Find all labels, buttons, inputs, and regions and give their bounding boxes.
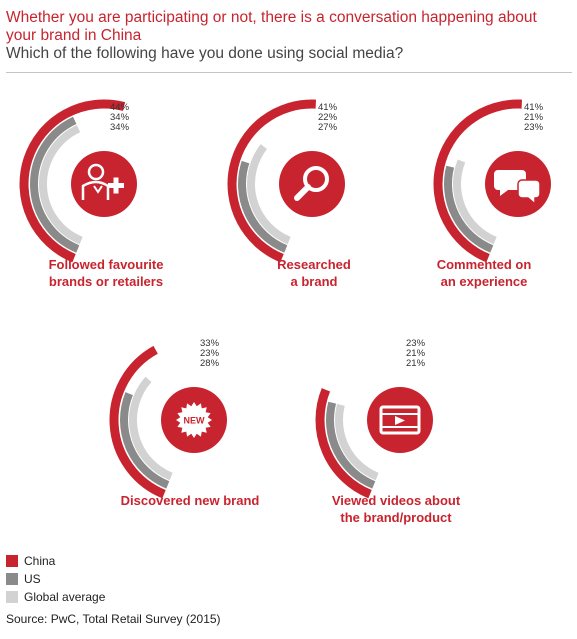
bar-global-average xyxy=(247,144,291,245)
panel-label: Discovered new brand xyxy=(120,493,260,508)
bar-china xyxy=(109,345,166,499)
value-label-us: 21% xyxy=(524,112,544,123)
radial-bars: 33%23%28% NEW xyxy=(109,338,227,499)
legend: China US Global average xyxy=(6,552,105,606)
video-player-icon xyxy=(367,387,433,453)
value-label-global-average: 23% xyxy=(524,122,544,133)
value-label-china: 23% xyxy=(406,338,426,349)
legend-label: China xyxy=(24,554,56,568)
radial-bars: 41%21%23% xyxy=(433,99,551,263)
bar-china xyxy=(227,99,317,263)
panel-researched-brand: 41% 22% 27% Researched a brand xyxy=(224,99,404,310)
bar-global-average xyxy=(335,403,379,481)
value-label-us: 21% xyxy=(406,348,426,359)
bar-global-average xyxy=(129,376,173,481)
value-label-global-average: 28% xyxy=(200,358,220,369)
value-label-us: 22% xyxy=(318,112,338,123)
legend-item-china: China xyxy=(6,552,105,570)
value-label-china: 41% xyxy=(318,102,338,113)
source-note: Source: PwC, Total Retail Survey (2015) xyxy=(6,612,221,626)
chart-title: Whether you are participating or not, th… xyxy=(6,9,537,44)
panel-commented-experience: 41% 21% 23% Commented on an experience xyxy=(430,99,577,310)
radial-bars: 41%22%27% xyxy=(227,99,345,263)
panel-discovered-new-brand: 33% 23% 28% NEW Discovered new brand xyxy=(106,336,286,546)
bar-china xyxy=(433,99,523,263)
value-label-china: 44% xyxy=(110,102,130,113)
bar-china xyxy=(315,388,372,499)
legend-swatch xyxy=(6,573,18,585)
value-label-global-average: 21% xyxy=(406,358,426,369)
panel-label: Viewed videos about the brand/product xyxy=(331,493,461,525)
value-label-global-average: 34% xyxy=(110,122,130,133)
panel-label: Followed favourite brands or retailers xyxy=(48,257,164,289)
panel-label: Commented on an experience xyxy=(436,257,532,289)
legend-item-global: Global average xyxy=(6,588,105,606)
speech-bubbles-icon xyxy=(485,151,551,217)
value-label-us: 23% xyxy=(200,348,220,359)
new-badge-text: NEW xyxy=(184,416,206,426)
bar-us xyxy=(238,160,288,253)
value-label-us: 34% xyxy=(110,112,130,123)
bar-us xyxy=(30,116,80,253)
bar-global-average xyxy=(39,124,83,245)
new-badge-icon: NEW xyxy=(161,387,227,453)
header: Whether you are participating or not, th… xyxy=(6,9,566,63)
chart-subtitle: Which of the following have you done usi… xyxy=(6,45,404,62)
radial-bars: 44%34%34% xyxy=(19,99,137,263)
bar-us xyxy=(444,165,494,253)
magnifier-icon xyxy=(279,151,345,217)
panel-followed-brands: 44% 34% 34% Followed favourite brands or r… xyxy=(16,99,196,310)
value-label-china: 41% xyxy=(524,102,544,113)
legend-label: US xyxy=(24,572,41,586)
bar-us xyxy=(120,392,170,489)
legend-swatch xyxy=(6,555,18,567)
legend-item-us: US xyxy=(6,570,105,588)
person-plus-icon xyxy=(71,151,137,217)
radial-bars: 23%21%21% xyxy=(315,338,433,499)
divider xyxy=(6,72,572,73)
legend-label: Global average xyxy=(24,590,106,604)
bar-china xyxy=(19,99,126,263)
bar-global-average xyxy=(453,159,497,245)
value-label-china: 33% xyxy=(200,338,220,349)
panel-label: Researched a brand xyxy=(277,257,351,289)
panel-viewed-videos: 23% 21% 21% Viewed videos about the brand/… xyxy=(312,336,492,546)
bar-us xyxy=(326,401,376,489)
value-label-global-average: 27% xyxy=(318,122,338,133)
legend-swatch xyxy=(6,591,18,603)
